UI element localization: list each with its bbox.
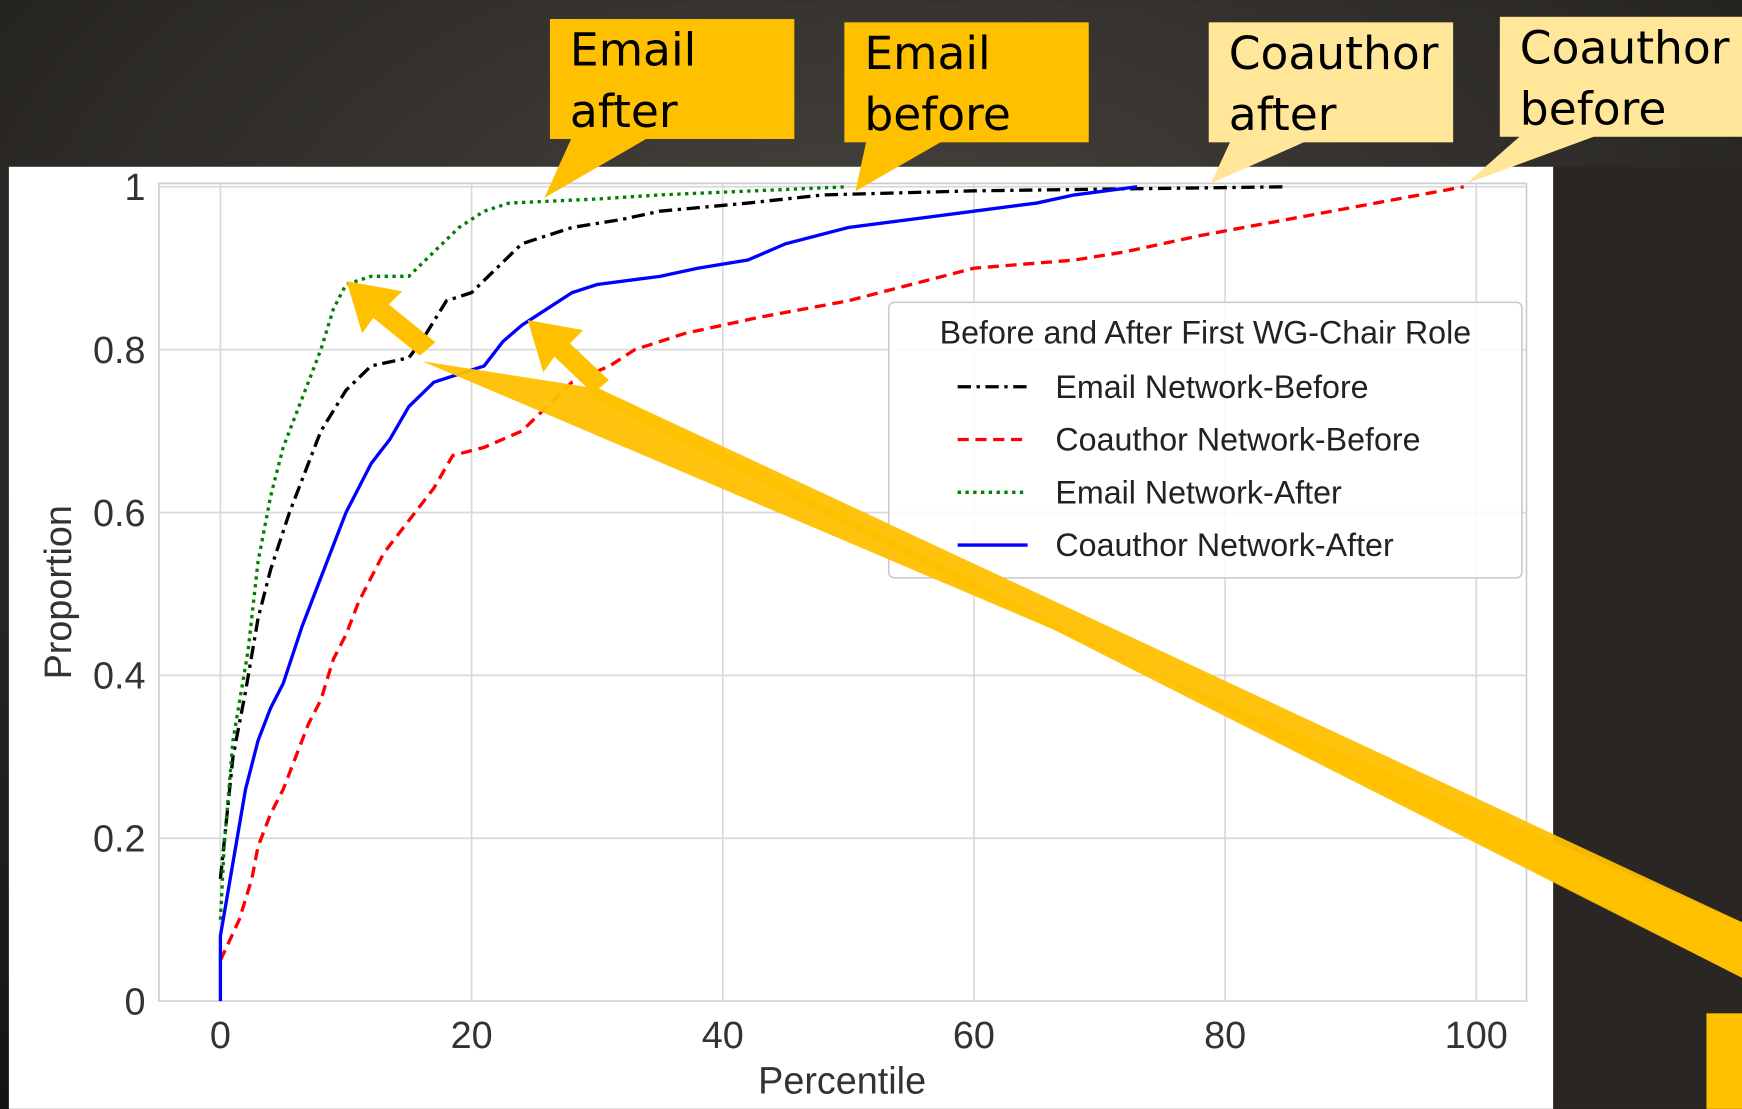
callout-box xyxy=(1208,22,1454,143)
y-tick-label: 0.4 xyxy=(93,656,146,698)
grid: 0 0.2 0.4 0.6 0.8 1 0 20 40 60 80 100 xyxy=(93,167,1527,1057)
y-axis-label: Proportion xyxy=(38,505,80,679)
x-tick-label: 80 xyxy=(1204,1015,1246,1057)
callout-text: before xyxy=(864,88,1011,141)
callout-text: Coauthor xyxy=(1520,21,1730,74)
y-tick-label: 0.6 xyxy=(93,493,146,535)
callouts xyxy=(346,281,1742,978)
arrow xyxy=(346,281,436,356)
legend-label: Email Network-After xyxy=(1055,474,1342,510)
legend-label: Email Network-Before xyxy=(1055,369,1368,405)
series-line xyxy=(218,185,849,920)
callout-tail xyxy=(855,140,945,192)
series-line xyxy=(218,185,1464,962)
y-tick-label: 1 xyxy=(125,167,146,209)
y-tick-label: 0.8 xyxy=(93,330,146,372)
partial-box xyxy=(1706,1013,1742,1109)
callout-text: after xyxy=(570,85,678,138)
x-tick-label: 0 xyxy=(210,1015,231,1057)
callout-text: Email xyxy=(570,24,696,77)
callout-text: after xyxy=(1229,88,1337,141)
x-tick-label: 40 xyxy=(702,1015,744,1057)
legend-label: Coauthor Network-Before xyxy=(1055,422,1420,458)
legend-label: Coauthor Network-After xyxy=(1055,527,1394,563)
callout-text: Coauthor xyxy=(1229,27,1439,80)
callout-text: Email xyxy=(864,27,990,80)
x-tick-label: 60 xyxy=(953,1015,995,1057)
annotations: Email after Email before Coauthor after Coauth… xyxy=(544,16,1742,198)
x-axis-label: Percentile xyxy=(758,1060,926,1102)
arrow xyxy=(527,320,609,394)
x-tick-label: 100 xyxy=(1445,1015,1508,1057)
callout-tail xyxy=(1466,134,1600,184)
x-tick-label: 20 xyxy=(451,1015,493,1057)
y-tick-label: 0.2 xyxy=(93,819,146,861)
legend: Before and After First WG-Chair Role Ema… xyxy=(887,301,1523,579)
room-wall xyxy=(1553,166,1742,1109)
y-tick-label: 0 xyxy=(125,981,146,1023)
callout-box xyxy=(1499,16,1742,137)
callout-box xyxy=(549,19,795,139)
legend-title: Before and After First WG-Chair Role xyxy=(940,314,1472,350)
callout-box xyxy=(844,22,1089,143)
pointer-wedge xyxy=(588,388,1742,978)
legend-box xyxy=(887,301,1523,579)
callout-text: before xyxy=(1520,83,1667,136)
